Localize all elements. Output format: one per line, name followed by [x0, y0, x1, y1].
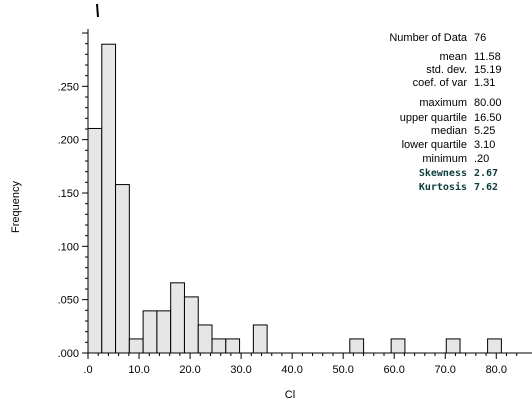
x-tick-label: 60.0: [383, 364, 404, 376]
stat-label: Skewness: [419, 168, 467, 179]
x-tick-label: 40.0: [281, 364, 302, 376]
y-tick-label: .100: [58, 241, 79, 253]
histogram-bar-9: [211, 338, 227, 354]
stat-value: 76: [474, 32, 486, 44]
histogram-bar-6: [170, 282, 185, 354]
stat-value: 2.67: [474, 168, 498, 179]
x-tick-label: 70.0: [435, 364, 456, 376]
histogram-bar-4: [142, 310, 158, 354]
histogram-bar-15: [487, 338, 502, 354]
x-tick-label: 30.0: [230, 364, 251, 376]
histogram-bar-12: [349, 338, 365, 354]
stat-value: 7.62: [474, 182, 498, 193]
y-tick-label: .050: [58, 295, 79, 307]
y-axis-top-marker: [96, 3, 99, 18]
stat-value: .20: [474, 153, 489, 165]
histogram-bar-7: [183, 296, 199, 354]
stat-value: 11.58: [474, 51, 501, 63]
histogram-bar-2: [115, 184, 130, 354]
stat-label: lower quartile: [402, 139, 467, 151]
stat-label: coef. of var: [413, 77, 468, 89]
histogram-bar-0: [87, 127, 103, 354]
chart-axes: [82, 3, 532, 359]
y-tick-label: .200: [58, 135, 79, 147]
x-tick-label: .0: [83, 364, 92, 376]
stat-label: median: [431, 125, 467, 137]
y-tick-label: .150: [58, 188, 79, 200]
stat-label: std. dev.: [426, 64, 467, 76]
histogram-bar-1: [101, 43, 117, 354]
histogram-bar-8: [197, 324, 213, 354]
x-tick-label: 10.0: [128, 364, 149, 376]
stat-label: upper quartile: [400, 112, 467, 124]
x-tick-label: 20.0: [179, 364, 200, 376]
histogram-bar-3: [128, 338, 144, 354]
histogram-bar-10: [225, 338, 241, 354]
y-tick-label: .250: [58, 81, 79, 93]
stat-label: maximum: [419, 97, 467, 109]
y-tick-label: .000: [58, 348, 79, 360]
stat-label: minimum: [422, 153, 467, 165]
tick-labels: .0 10.0 20.0 30.0 40.0 50.0 60.0 70.0 80.0 .000 .0…: [58, 81, 507, 376]
histogram-bars: [87, 43, 502, 354]
histogram-bar-14: [445, 338, 461, 354]
stat-label: Kurtosis: [419, 181, 467, 193]
stat-value: 15.19: [474, 64, 502, 76]
stat-value: 5.25: [474, 125, 495, 137]
histogram-bar-11: [252, 324, 268, 354]
stat-label: Number of Data: [389, 32, 468, 44]
histogram-bar-5: [156, 310, 172, 354]
y-axis-title: Frequency: [10, 181, 22, 233]
stat-value: 3.10: [474, 139, 495, 151]
x-axis-title: Cl: [285, 389, 295, 401]
stat-label: mean: [439, 51, 467, 63]
histogram-bar-13: [390, 338, 406, 354]
stat-value: 80.00: [474, 97, 502, 109]
statistics-panel: Number of Data 76 mean 11.58 std. dev. 15.19 c…: [389, 32, 501, 193]
x-tick-label: 80.0: [486, 364, 507, 376]
x-tick-label: 50.0: [332, 364, 353, 376]
stat-value: 1.31: [474, 77, 495, 89]
stat-value: 16.50: [474, 112, 502, 124]
